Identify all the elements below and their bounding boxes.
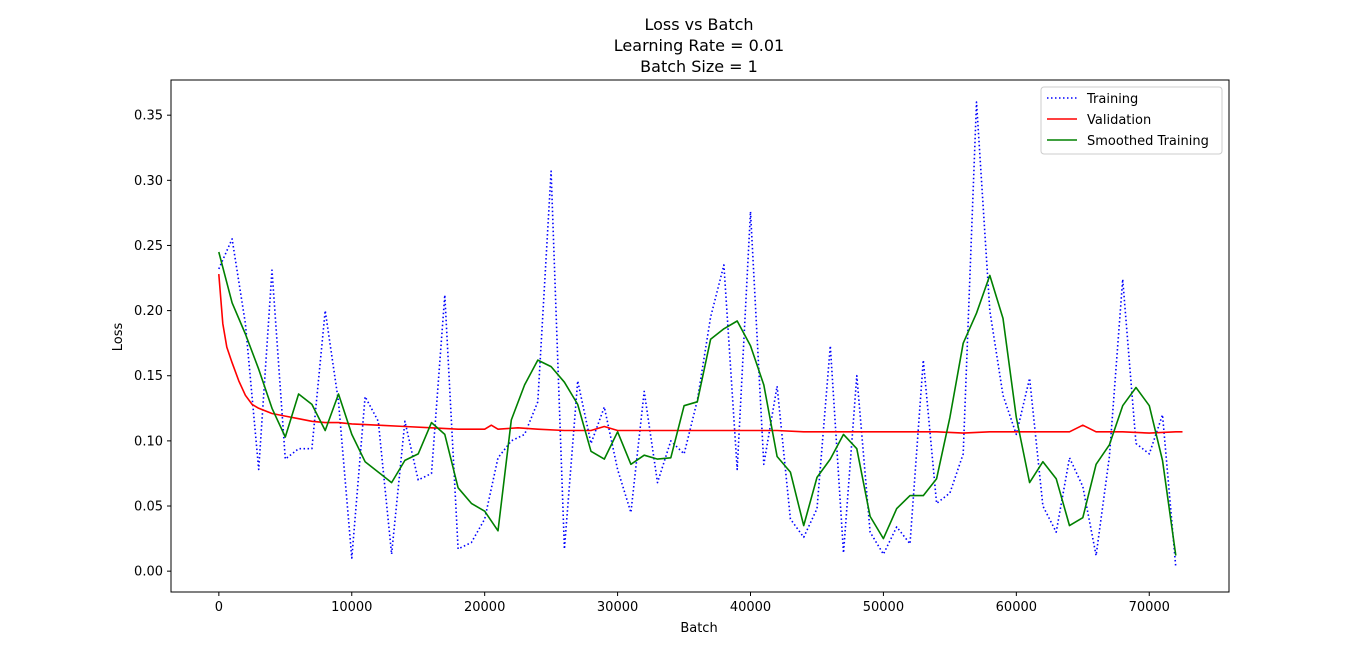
series-layer <box>218 101 1183 568</box>
legend: Training Validation Smoothed Training <box>1040 86 1223 155</box>
x-tick-label: 40000 <box>730 600 771 615</box>
legend-label-validation: Validation <box>1087 113 1151 128</box>
series-line-2 <box>218 251 1177 556</box>
legend-box <box>1040 86 1223 155</box>
chart-title-line-3: Batch Size = 1 <box>640 57 758 76</box>
legend-label-training: Training <box>1086 92 1138 107</box>
x-tick-label: 10000 <box>331 600 372 615</box>
x-tick-label: 50000 <box>863 600 904 615</box>
x-axis-label: Batch <box>680 621 717 636</box>
series-line-0 <box>218 101 1177 568</box>
x-tick-label: 60000 <box>996 600 1037 615</box>
x-tick-label: 30000 <box>597 600 638 615</box>
x-axis-ticks: 0 10000 20000 30000 40000 50000 60000 70000 <box>215 592 1170 615</box>
series-line-1 <box>218 274 1183 434</box>
plot-area: 0 10000 20000 30000 40000 50000 60000 70000 0.0… <box>134 79 1230 615</box>
x-tick-label: 20000 <box>464 600 505 615</box>
axes-frame <box>170 79 1230 593</box>
y-tick-label: 0.00 <box>134 565 163 580</box>
y-tick-label: 0.25 <box>134 239 163 254</box>
legend-label-smoothed-training: Smoothed Training <box>1087 134 1209 149</box>
chart-title-line-2: Learning Rate = 0.01 <box>614 36 784 55</box>
x-tick-label: 0 <box>215 600 223 615</box>
y-tick-label: 0.30 <box>134 174 163 189</box>
x-tick-label: 70000 <box>1129 600 1170 615</box>
y-axis-ticks: 0.00 0.05 0.10 0.15 0.20 0.25 0.30 0.35 <box>134 109 171 580</box>
y-tick-label: 0.10 <box>134 434 163 449</box>
chart-title-line-1: Loss vs Batch <box>644 15 753 34</box>
y-tick-label: 0.05 <box>134 500 163 515</box>
y-axis-label: Loss <box>111 323 126 352</box>
y-tick-label: 0.35 <box>134 109 163 124</box>
y-tick-label: 0.20 <box>134 304 163 319</box>
y-tick-label: 0.15 <box>134 369 163 384</box>
